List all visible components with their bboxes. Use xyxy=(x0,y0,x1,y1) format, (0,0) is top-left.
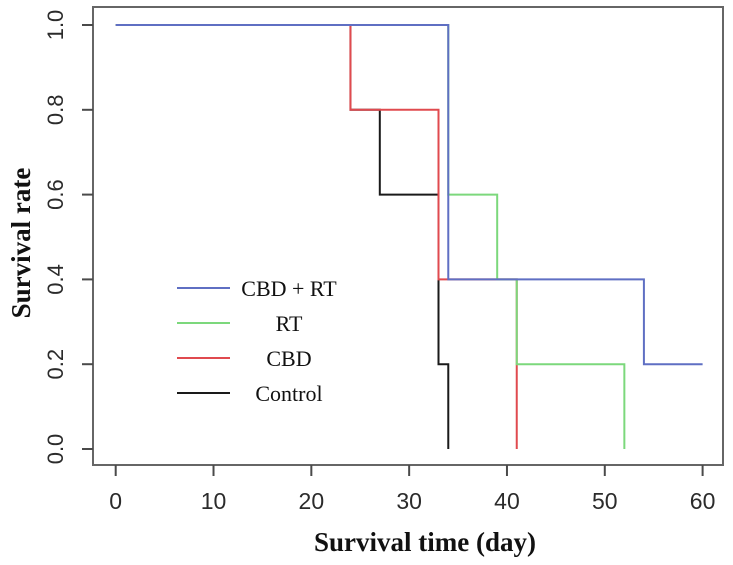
y-tick-label: 0.8 xyxy=(43,95,68,126)
legend-item-rt: RT xyxy=(177,311,303,336)
x-tick-label: 30 xyxy=(396,488,422,514)
x-tick-label: 0 xyxy=(109,488,122,514)
curve-rt xyxy=(115,24,626,449)
legend-item-control: Control xyxy=(177,381,323,406)
x-tick-label: 50 xyxy=(592,488,618,514)
y-tick-label: 0.2 xyxy=(43,349,68,380)
legend-label-cbd-rt: CBD + RT xyxy=(241,276,337,301)
x-tick-label: 60 xyxy=(690,488,716,514)
legend-label-control: Control xyxy=(255,381,322,406)
y-tick-label: 0.0 xyxy=(43,434,68,465)
x-axis-ticks: 0 10 20 30 40 50 60 xyxy=(109,465,715,514)
plot-border xyxy=(92,6,724,466)
legend-item-cbd-rt: CBD + RT xyxy=(177,276,337,301)
y-tick-label: 1.0 xyxy=(43,10,68,41)
legend-label-cbd: CBD xyxy=(266,346,311,371)
legend: CBD + RT RT CBD Control xyxy=(177,276,337,406)
survival-curves xyxy=(115,24,703,449)
y-tick-label: 0.4 xyxy=(43,264,68,295)
x-tick-label: 10 xyxy=(201,488,227,514)
x-tick-label: 40 xyxy=(494,488,520,514)
x-axis-title: Survival time (day) xyxy=(314,527,536,557)
curve-cbd-rt xyxy=(115,24,703,366)
x-tick-label: 20 xyxy=(299,488,325,514)
y-axis-title: Survival rate xyxy=(6,168,36,319)
y-tick-label: 0.6 xyxy=(43,179,68,210)
legend-item-cbd: CBD xyxy=(177,346,312,371)
y-axis-ticks: 0.0 0.2 0.4 0.6 0.8 1.0 xyxy=(43,10,93,465)
legend-label-rt: RT xyxy=(276,311,303,336)
